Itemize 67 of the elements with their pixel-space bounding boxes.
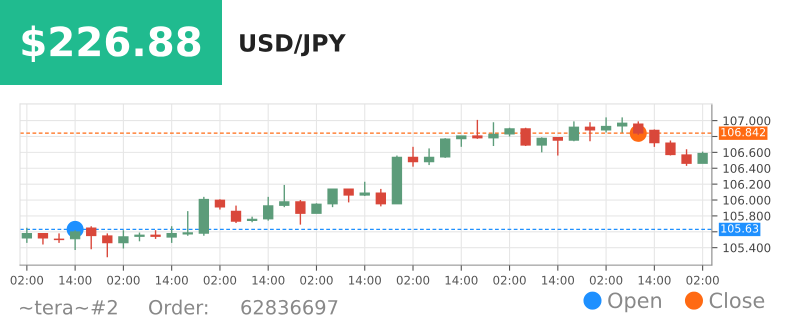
candlestick — [665, 140, 676, 156]
candlestick — [230, 204, 242, 224]
candlestick — [38, 232, 48, 246]
candlestick — [118, 229, 129, 250]
x-tick-label: 14:00 — [638, 276, 671, 285]
y-tick-label: 106.000 — [724, 196, 770, 205]
text: Order: — [149, 300, 208, 315]
candlestick — [343, 188, 354, 204]
candlestick — [633, 120, 644, 136]
candlestick — [472, 119, 483, 140]
x-tick-label: 02:00 — [686, 276, 719, 285]
y-tick-label: 106.600 — [724, 148, 770, 158]
x-tick-label: 02:00 — [396, 276, 430, 285]
text: ~tera~#2 — [20, 300, 117, 315]
candlestick — [102, 232, 112, 258]
candlestick — [440, 137, 450, 159]
x-tick-label: 02:00 — [107, 276, 140, 285]
candlestick — [488, 122, 499, 147]
y-tick-label: 106.400 — [724, 164, 770, 173]
candlestick — [600, 116, 612, 134]
x-tick-label: 02:00 — [10, 276, 44, 285]
candlestick — [520, 127, 531, 147]
candlestick — [263, 196, 274, 222]
x-tick-label: 02:00 — [204, 276, 236, 285]
candlestick — [617, 116, 628, 134]
candlestick — [649, 128, 660, 148]
chart-title: USD/JPY — [240, 34, 346, 56]
x-tick-label: 14:00 — [252, 276, 284, 285]
candlestick — [214, 198, 226, 210]
candlestick — [295, 199, 306, 226]
candlestick — [86, 226, 96, 250]
candlestick — [584, 122, 596, 142]
x-tick-label: 14:00 — [542, 276, 574, 285]
ref-line-label: 105.63 — [721, 224, 758, 233]
candlestick — [360, 181, 370, 197]
candlestick — [456, 135, 466, 148]
legend-label: Open — [608, 292, 661, 312]
x-tick-label: 14:00 — [446, 276, 478, 285]
text: $226.88 — [22, 26, 200, 62]
candlestick — [327, 188, 338, 208]
y-tick-label: 105.400 — [724, 243, 770, 252]
candlestick — [681, 148, 692, 167]
x-tick-label: 02:00 — [300, 276, 333, 285]
candlestick — [22, 227, 32, 244]
candlestick — [182, 210, 193, 236]
x-tick-label: 02:00 — [493, 276, 526, 285]
ref-line-label: 106.842 — [721, 128, 766, 136]
text: 62836697 — [241, 300, 338, 315]
y-tick-label: 107.000 — [724, 116, 770, 126]
y-tick-label: 105.800 — [724, 212, 770, 221]
candlestick — [311, 202, 322, 214]
candlestick — [568, 120, 580, 142]
legend-label: Close — [710, 292, 764, 308]
y-tick-label: 106.200 — [724, 180, 770, 189]
candlestick — [166, 226, 177, 244]
x-tick-label: 14:00 — [59, 276, 92, 285]
x-tick-label: 02:00 — [590, 276, 622, 285]
x-tick-label: 14:00 — [349, 276, 381, 285]
candlestick — [376, 188, 386, 208]
candlestick — [536, 136, 547, 154]
candlestick — [424, 148, 434, 166]
candlestick — [552, 136, 563, 156]
candlestick — [697, 150, 708, 164]
candlestick — [54, 232, 64, 244]
candlestick — [279, 184, 290, 208]
candlestick — [70, 229, 80, 251]
x-tick-label: 14:00 — [156, 276, 188, 285]
